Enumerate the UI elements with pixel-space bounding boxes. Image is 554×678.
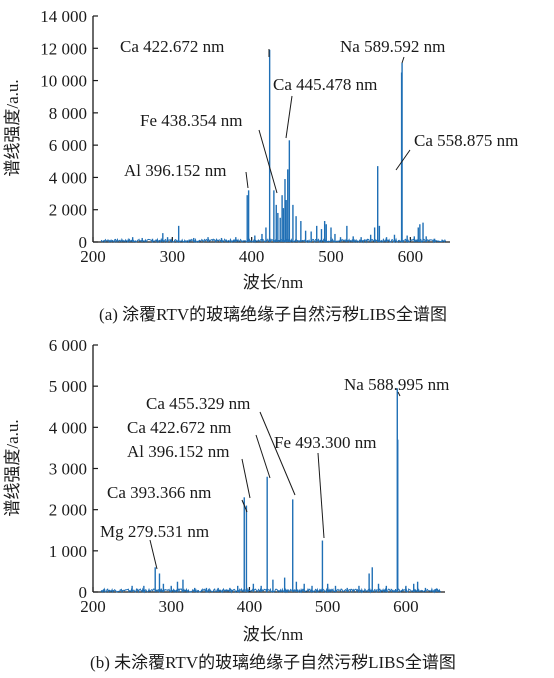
panel-a-caption: (a) 涂覆RTV的玻璃绝缘子自然污秽LIBS全谱图 bbox=[99, 305, 447, 324]
panel-a-peak-annotation: Ca 422.672 nm bbox=[120, 37, 224, 56]
panel-b-y-tick-label: 3 000 bbox=[49, 460, 87, 479]
panel-b-y-tick-label: 5 000 bbox=[49, 377, 87, 396]
panel-b-x-tick-label: 200 bbox=[80, 597, 106, 616]
panel-a-y-tick-label: 12 000 bbox=[40, 39, 87, 58]
panel-b-y-tick-label: 6 000 bbox=[49, 336, 87, 355]
panel-a-spectrum bbox=[100, 49, 447, 244]
panel-a-annotation-leader bbox=[258, 129, 278, 194]
panel-a-y-axis-label: 谱线强度/a.u. bbox=[3, 79, 22, 176]
panel-b-spectrum bbox=[100, 388, 442, 594]
panel-a-x-tick-label: 600 bbox=[398, 247, 424, 266]
panel-b-peak-annotation: Ca 393.366 nm bbox=[107, 483, 211, 502]
panel-b-ticks: 0 1 000 2 000 3 000 4 000 5 000 6 000 200 300 400… bbox=[49, 336, 419, 616]
panel-b-annotation-leader bbox=[255, 434, 271, 479]
panel-a-annotations: Ca 422.672 nm Na 589.592 nm Ca 445.478 nm F… bbox=[120, 37, 518, 194]
panel-a-y-tick-label: 2 000 bbox=[49, 201, 87, 220]
panel-b-annotation-leader bbox=[317, 452, 325, 539]
panel-a-y-tick-label: 8 000 bbox=[49, 104, 87, 123]
panel-b-y-tick-label: 0 bbox=[79, 583, 88, 602]
panel-b-annotation-leader bbox=[149, 539, 158, 570]
panel-b-annotation-leader bbox=[241, 458, 251, 499]
panel-b-peak-annotation: Fe 493.300 nm bbox=[274, 433, 376, 452]
panel-a-x-tick-label: 500 bbox=[318, 247, 344, 266]
panel-b-uncoated: 0 1 000 2 000 3 000 4 000 5 000 6 000 200 300 400… bbox=[3, 336, 456, 672]
panel-a-x-axis-label: 波长/nm bbox=[243, 273, 303, 292]
panel-b-y-tick-label: 2 000 bbox=[49, 501, 87, 520]
panel-b-peak-annotation: Ca 455.329 nm bbox=[146, 394, 250, 413]
panel-a-annotation-leader bbox=[285, 95, 293, 139]
panel-a-peak-annotation: Fe 438.354 nm bbox=[140, 111, 242, 130]
panel-a-y-tick-label: 10 000 bbox=[40, 72, 87, 91]
panel-b-x-tick-label: 400 bbox=[237, 597, 263, 616]
panel-b-peak-annotation: Ca 422.672 nm bbox=[127, 418, 231, 437]
panel-a-x-tick-label: 200 bbox=[80, 247, 106, 266]
panel-b-x-tick-label: 600 bbox=[393, 597, 419, 616]
panel-a-y-tick-label: 6 000 bbox=[49, 136, 87, 155]
panel-a-annotation-leader bbox=[401, 56, 405, 64]
panel-a-x-tick-label: 400 bbox=[239, 247, 265, 266]
panel-b-baseline-trace bbox=[100, 587, 442, 594]
panel-a-peak-annotation: Na 589.592 nm bbox=[340, 37, 445, 56]
panel-b-y-axis-label: 谱线强度/a.u. bbox=[3, 419, 22, 516]
panel-a-peak-annotation: Ca 558.875 nm bbox=[414, 131, 518, 150]
panel-b-caption: (b) 未涂覆RTV的玻璃绝缘子自然污秽LIBS全谱图 bbox=[90, 653, 456, 672]
panel-a-y-tick-label: 4 000 bbox=[49, 168, 87, 187]
panel-b-x-axis-label: 波长/nm bbox=[243, 625, 303, 644]
panel-b-annotation-leader bbox=[397, 391, 401, 397]
panel-a-coated-rtv: 0 2 000 4 000 6 000 8 000 10 000 12 000 14 000 2… bbox=[3, 7, 518, 324]
panel-b-peak-annotation: Al 396.152 nm bbox=[127, 442, 229, 461]
panel-a-y-tick-label: 0 bbox=[79, 233, 88, 252]
panel-a-annotation-leader bbox=[395, 149, 411, 171]
panel-b-peak-annotation: Mg 279.531 nm bbox=[100, 522, 209, 541]
panel-b-x-tick-label: 300 bbox=[158, 597, 184, 616]
panel-b-annotation-leader bbox=[259, 411, 296, 496]
panel-a-peak-annotation: Al 396.152 nm bbox=[124, 161, 226, 180]
panel-a-ticks: 0 2 000 4 000 6 000 8 000 10 000 12 000 14 000 2… bbox=[40, 7, 423, 266]
panel-b-x-tick-label: 500 bbox=[315, 597, 341, 616]
panel-b-peak-annotation: Na 588.995 nm bbox=[344, 375, 449, 394]
panel-b-y-tick-label: 1 000 bbox=[49, 542, 87, 561]
panel-b-y-tick-label: 4 000 bbox=[49, 418, 87, 437]
panel-a-peak-annotation: Ca 445.478 nm bbox=[273, 75, 377, 94]
panel-b-annotation-leader bbox=[241, 499, 248, 513]
panel-a-x-tick-label: 300 bbox=[160, 247, 186, 266]
panel-a-annotation-leader bbox=[245, 171, 249, 189]
panel-a-y-tick-label: 14 000 bbox=[40, 7, 87, 26]
panel-b-annotations: Na 588.995 nm Ca 455.329 nm Ca 422.672 nm F… bbox=[100, 375, 449, 570]
